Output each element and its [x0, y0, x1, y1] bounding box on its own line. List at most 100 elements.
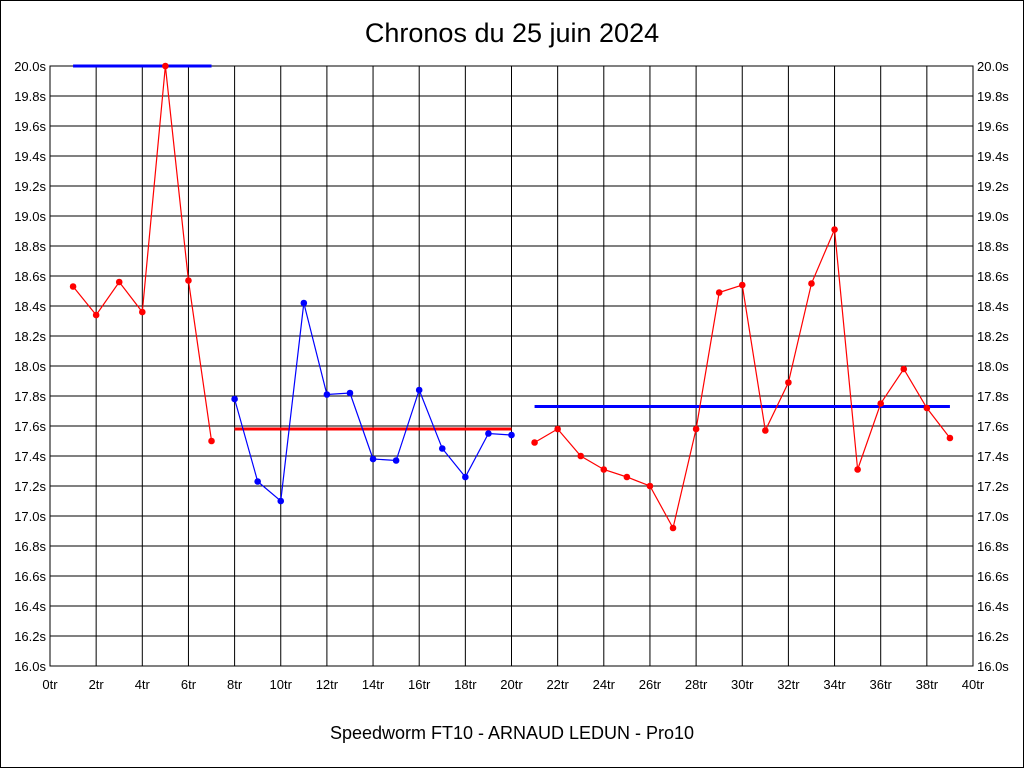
data-point: [531, 439, 538, 446]
data-point: [92, 311, 100, 319]
y-tick-label-right: 17.6s: [977, 419, 1009, 434]
y-tick-label-left: 16.6s: [14, 569, 46, 584]
y-tick-label-left: 19.4s: [14, 149, 46, 164]
data-point: [115, 278, 123, 286]
y-tick-label-right: 17.8s: [977, 389, 1009, 404]
y-tick-label-right: 18.6s: [977, 269, 1009, 284]
y-tick-label-right: 17.4s: [977, 449, 1009, 464]
y-tick-label-left: 17.8s: [14, 389, 46, 404]
y-tick-label-right: 18.8s: [977, 239, 1009, 254]
x-tick-label: 14tr: [362, 677, 385, 692]
y-tick-label-right: 16.8s: [977, 539, 1009, 554]
data-point: [715, 289, 723, 296]
data-point: [854, 466, 861, 473]
data-point: [208, 437, 215, 445]
y-tick-label-left: 16.0s: [14, 659, 46, 674]
y-tick-label-left: 18.2s: [14, 329, 46, 344]
y-tick-label-right: 17.0s: [977, 509, 1009, 524]
data-point: [623, 473, 631, 481]
x-tick-label: 4tr: [135, 677, 151, 692]
data-point: [762, 427, 769, 434]
x-tick-label: 22tr: [546, 677, 569, 692]
x-tick-label: 12tr: [316, 677, 339, 692]
y-tick-label-left: 17.6s: [14, 419, 46, 434]
y-tick-label-left: 16.2s: [14, 629, 46, 644]
y-tick-label-left: 19.8s: [14, 89, 46, 104]
data-point: [462, 473, 469, 481]
x-tick-label: 34tr: [823, 677, 846, 692]
plot-border: [49, 65, 974, 667]
y-tick-label-left: 17.2s: [14, 479, 46, 494]
y-tick-label-right: 17.2s: [977, 479, 1009, 494]
y-tick-label-right: 16.4s: [977, 599, 1009, 614]
y-tick-label-left: 19.6s: [14, 119, 46, 134]
data-point: [69, 283, 77, 290]
y-tick-label-right: 19.4s: [977, 149, 1009, 164]
data-point: [139, 308, 146, 316]
y-tick-label-right: 19.2s: [977, 179, 1009, 194]
y-tick-label-right: 19.0s: [977, 209, 1009, 224]
y-tick-label-right: 18.0s: [977, 359, 1009, 374]
x-tick-label: 30tr: [731, 677, 754, 692]
x-tick-label: 26tr: [639, 677, 662, 692]
data-point: [692, 425, 700, 433]
x-tick-label: 36tr: [869, 677, 892, 692]
data-point: [392, 457, 400, 464]
data-point: [508, 431, 515, 439]
y-tick-label-right: 16.2s: [977, 629, 1009, 644]
x-tick-label: 6tr: [181, 677, 197, 692]
y-tick-label-left: 18.6s: [14, 269, 46, 284]
chart-title: Chronos du 25 juin 2024: [364, 18, 660, 48]
y-tick-label-left: 18.4s: [14, 299, 46, 314]
y-tick-label-left: 20.0s: [14, 59, 46, 74]
data-point: [485, 430, 492, 437]
y-tick-label-left: 18.0s: [14, 359, 46, 374]
data-point: [577, 452, 585, 460]
data-point: [831, 226, 838, 233]
x-tick-label: 0tr: [42, 677, 58, 692]
data-point: [738, 281, 746, 289]
y-tick-label-left: 17.4s: [14, 449, 46, 464]
y-tick-label-left: 19.0s: [14, 209, 46, 224]
x-tick-label: 18tr: [454, 677, 477, 692]
y-tick-label-right: 16.0s: [977, 659, 1009, 674]
data-point: [946, 434, 954, 442]
x-tick-label: 28tr: [685, 677, 708, 692]
y-tick-label-right: 16.6s: [977, 569, 1009, 584]
data-point: [900, 365, 908, 373]
y-tick-label-left: 18.8s: [14, 239, 46, 254]
data-point: [554, 425, 561, 433]
data-point: [300, 299, 308, 307]
y-tick-label-right: 20.0s: [977, 59, 1009, 74]
data-point: [600, 466, 608, 473]
data-point: [346, 389, 354, 397]
data-point: [669, 524, 677, 532]
x-tick-label: 38tr: [916, 677, 939, 692]
data-point: [785, 379, 792, 386]
x-tick-label: 2tr: [89, 677, 105, 692]
chart-footer: Speedworm FT10 - ARNAUD LEDUN - Pro10: [329, 723, 695, 743]
y-tick-label-right: 18.2s: [977, 329, 1009, 344]
y-tick-label-left: 16.8s: [14, 539, 46, 554]
data-point: [923, 404, 931, 412]
x-tick-label: 10tr: [270, 677, 293, 692]
data-point: [877, 400, 884, 407]
data-point: [808, 280, 815, 287]
y-tick-label-left: 19.2s: [14, 179, 46, 194]
y-tick-label-right: 19.6s: [977, 119, 1009, 134]
x-tick-label: 20tr: [500, 677, 523, 692]
data-point: [231, 395, 238, 403]
data-point: [254, 478, 261, 485]
data-point: [323, 391, 331, 398]
data-point: [438, 445, 446, 452]
x-tick-label: 16tr: [408, 677, 431, 692]
data-point: [646, 482, 654, 490]
y-tick-label-right: 19.8s: [977, 89, 1009, 104]
x-tick-label: 24tr: [593, 677, 616, 692]
data-point: [162, 62, 169, 70]
data-point: [415, 386, 423, 394]
x-tick-label: 32tr: [777, 677, 800, 692]
data-point: [185, 277, 192, 284]
y-tick-label-left: 17.0s: [14, 509, 46, 524]
